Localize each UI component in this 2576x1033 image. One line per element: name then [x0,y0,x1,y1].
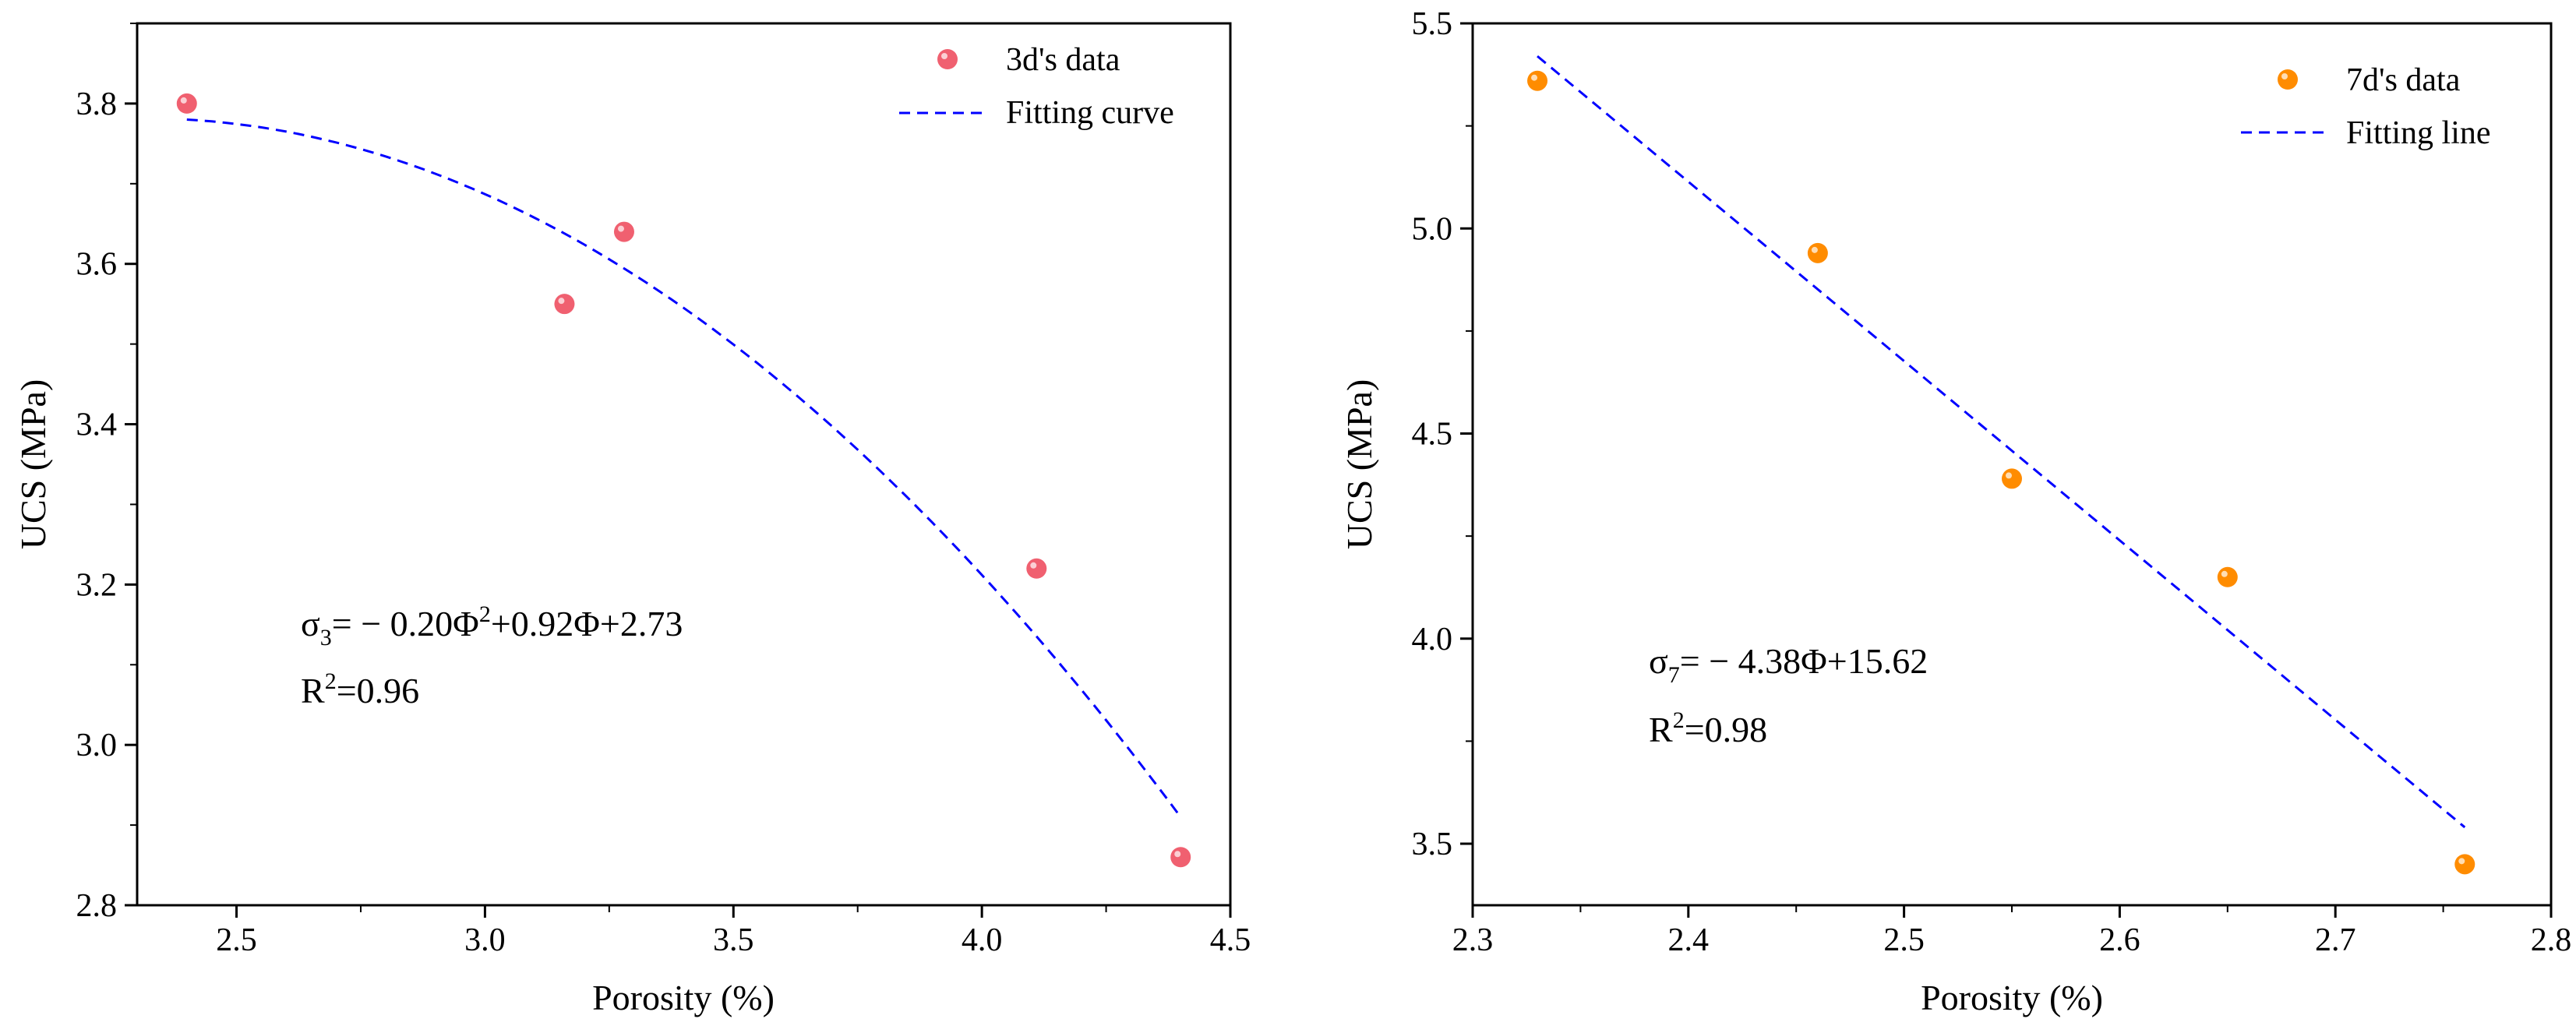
data-point-highlight [1174,851,1181,858]
fitting-line [1537,55,2466,829]
x-tick-label: 2.7 [2315,922,2356,958]
equation-annotation: σ7= − 4.38Φ+15.62 R2=0.98 [1649,641,1928,749]
legend-label-3d: 3d's data [1006,42,1120,78]
data-point-highlight [1030,562,1037,569]
data-point [2002,468,2022,489]
data-point [1807,242,1828,263]
data-point-marker [1026,558,1047,579]
data-point [613,221,634,242]
y-tick-label: 5.0 [1412,211,1453,247]
data-point [176,93,197,114]
data-point [2454,854,2475,875]
data-point-marker [2217,566,2238,587]
data-points-7d [1527,70,2475,875]
data-point-highlight [1531,74,1538,81]
y-axis-title: UCS (MPa) [13,379,53,550]
data-point-marker [554,294,575,315]
r-squared-text: R2=0.98 [1649,707,1767,749]
legend-marker-3d [937,49,958,69]
plot-frame [136,22,1232,907]
y-tick-label: 3.5 [1412,827,1453,862]
data-point-highlight [180,97,187,104]
equation-annotation: σ3= − 0.20Φ2+0.92Φ+2.73 R2=0.96 [301,601,683,710]
x-tick-label: 2.5 [1883,922,1925,958]
fitting-curve [186,118,1182,818]
y-tick-label: 3.0 [76,728,118,763]
data-point-marker [176,93,197,114]
legend-label-fit: Fitting curve [1006,95,1174,131]
x-tick-label: 2.3 [1452,922,1494,958]
y-tick-label: 2.8 [76,888,118,924]
r-squared-text: R2=0.96 [301,668,419,710]
legend: 7d's data Fitting line [2241,62,2491,151]
data-point-marker [2454,854,2475,875]
x-tick-label: 4.0 [962,922,1003,958]
x-tick-label: 3.5 [713,922,754,958]
data-point-marker [1527,70,1548,91]
data-point-highlight [2221,570,2228,577]
y-tick-label: 3.4 [76,407,118,443]
data-point-marker [613,221,634,242]
data-point-marker [2002,468,2022,489]
y-tick-label: 4.0 [1412,622,1453,658]
chart-7d: 2.3 2.4 2.5 2.6 2.7 2.8 3.5 4.0 4.5 5.0 5.5 Poros… [1339,6,2571,1017]
legend-label-fit: Fitting line [2346,115,2491,151]
plot-frame [1471,22,2553,907]
x-tick-label: 2.8 [2531,922,2572,958]
y-axis-ticks: 3.5 4.0 4.5 5.0 5.5 [1412,6,1473,862]
y-axis-ticks: 2.8 3.0 3.2 3.4 3.6 3.8 [76,23,137,924]
data-point [554,294,575,315]
data-point-highlight [2458,858,2465,865]
data-point-highlight [1811,246,1818,253]
x-axis-title: Porosity (%) [1921,978,2103,1017]
data-point [1026,558,1047,579]
x-tick-label: 2.5 [216,922,257,958]
data-points-3d [176,93,1191,868]
y-tick-label: 4.5 [1412,417,1453,453]
data-point [1170,847,1191,868]
legend-label-7d: 7d's data [2346,62,2461,98]
x-tick-label: 2.6 [2099,922,2140,958]
x-axis-ticks: 2.5 3.0 3.5 4.0 4.5 [216,905,1251,958]
data-point-highlight [2006,472,2012,479]
y-tick-label: 3.8 [76,86,118,122]
data-point-highlight [558,298,565,305]
legend: 3d's data Fitting curve [899,42,1174,131]
data-point-highlight [617,225,624,232]
data-point-marker [1170,847,1191,868]
data-point [1527,70,1548,91]
x-axis-title: Porosity (%) [592,978,775,1017]
x-tick-label: 3.0 [464,922,506,958]
data-point-marker [1807,242,1828,263]
equation-text: σ3= − 0.20Φ2+0.92Φ+2.73 [301,601,683,650]
chart-3d: 2.5 3.0 3.5 4.0 4.5 2.8 3.0 3.2 3.4 3.6 3.8 Poros… [13,22,1251,1017]
x-axis-ticks: 2.3 2.4 2.5 2.6 2.7 2.8 [1452,905,2572,958]
equation-text: σ7= − 4.38Φ+15.62 [1649,641,1928,688]
legend-marker-7d [2278,69,2298,90]
y-axis-title: UCS (MPa) [1339,379,1379,550]
x-tick-label: 4.5 [1210,922,1251,958]
y-tick-label: 3.6 [76,247,118,283]
data-point [2217,566,2238,587]
y-tick-label: 3.2 [76,567,118,603]
y-tick-label: 5.5 [1412,6,1453,42]
x-tick-label: 2.4 [1668,922,1710,958]
